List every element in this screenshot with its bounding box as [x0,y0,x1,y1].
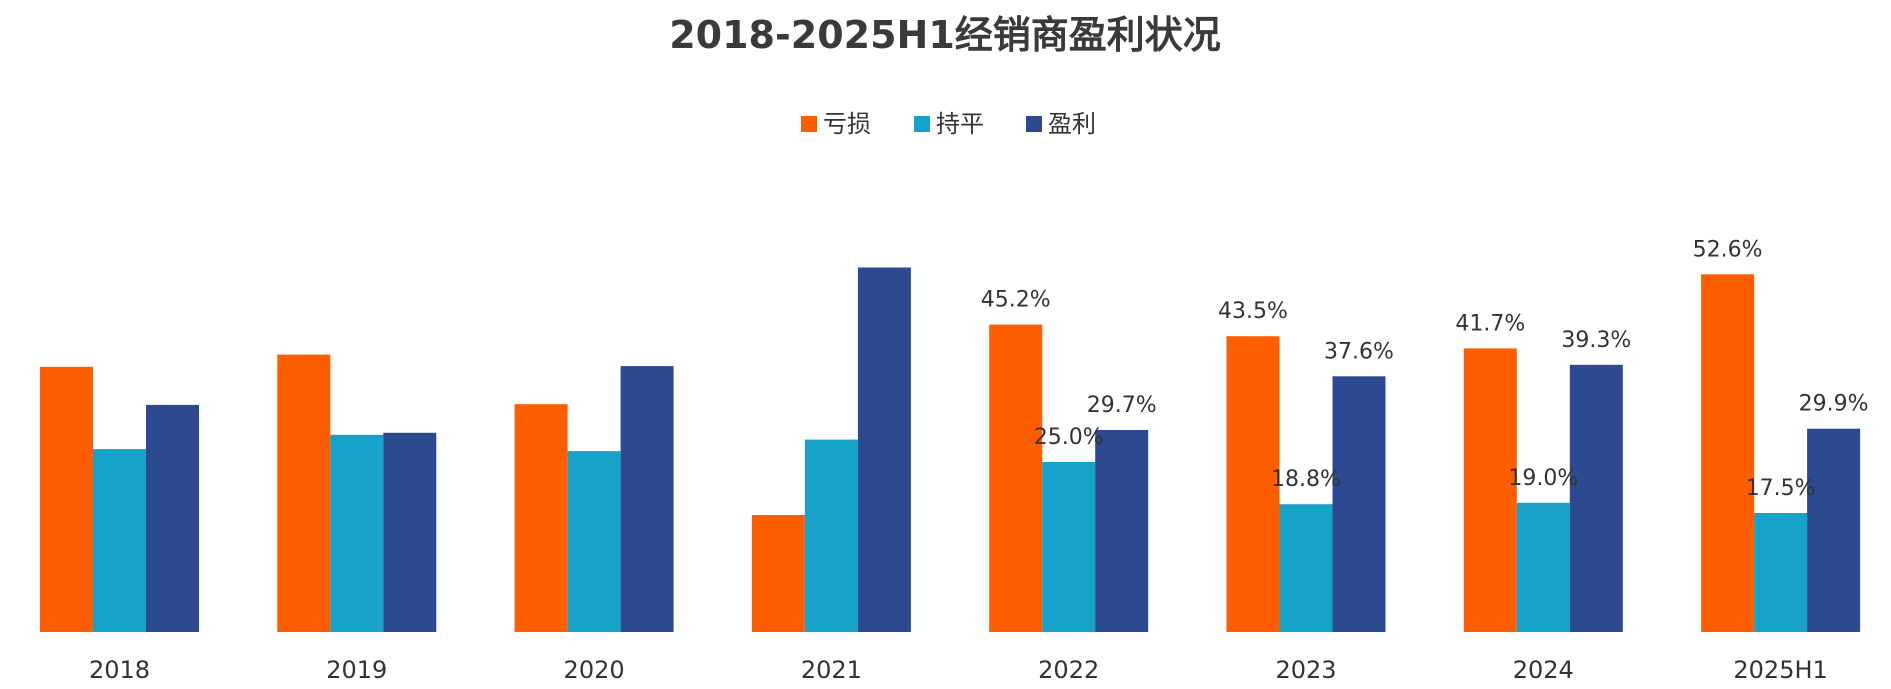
bar [514,404,568,632]
bar [40,366,93,632]
legend-swatch [801,116,817,132]
bar [383,432,437,632]
x-tick-label: 2018 [89,656,150,684]
bar [751,515,805,632]
bar [567,451,621,632]
bar [1569,364,1623,632]
data-label: 25.0% [1034,425,1104,450]
bar [1701,274,1755,632]
x-tick-label: 2025H1 [1733,656,1827,684]
legend-label: 持平 [936,110,984,138]
bar [1754,513,1808,632]
data-label: 39.3% [1561,328,1631,353]
bar [1279,504,1333,632]
bar [330,434,384,632]
bar [146,404,199,632]
data-label: 29.9% [1799,392,1869,417]
x-tick-label: 2023 [1275,656,1336,684]
data-label: 17.5% [1746,476,1816,501]
data-label: 37.6% [1324,339,1394,364]
data-label: 29.7% [1087,393,1157,418]
chart-title: 2018-2025H1经销商盈利状况 [669,13,1221,57]
bar [277,354,331,632]
bar [1095,430,1149,632]
data-label: 43.5% [1218,299,1288,324]
legend-swatch [1026,116,1042,132]
legend-label: 亏损 [823,110,871,138]
bar [1807,428,1861,632]
x-tick-label: 2021 [801,656,862,684]
data-label: 41.7% [1455,311,1525,336]
bar [989,324,1043,632]
legend-label: 盈利 [1048,110,1096,138]
legend-item: 亏损 [801,110,871,138]
x-tick-label: 2020 [564,656,625,684]
x-tick-label: 2022 [1038,656,1099,684]
bar [1332,376,1386,632]
bar [857,267,911,632]
data-label: 45.2% [981,288,1051,313]
bar-plot-area [40,267,1861,632]
legend-swatch [914,116,930,132]
bar [93,449,146,632]
data-label: 18.8% [1271,467,1341,492]
chart-legend: 亏损 持平 盈利 [801,110,1096,138]
x-tick-label: 2019 [326,656,387,684]
bar [620,366,674,632]
bar [1042,462,1096,632]
data-labels: 45.2% 25.0% 29.7% 43.5% 18.8% 37.6% 41.7% 19.0%… [981,237,1869,501]
x-axis-tick-labels: 2018 2019 2020 2021 2022 2023 2024 2025H1 [89,656,1828,684]
legend-item: 盈利 [1026,110,1096,138]
legend-item: 持平 [914,110,984,138]
bar [1226,336,1280,632]
x-tick-label: 2024 [1513,656,1574,684]
data-label: 52.6% [1693,237,1763,262]
bar [804,439,858,632]
bar [1463,348,1517,632]
bar [1516,502,1570,632]
data-label: 19.0% [1508,466,1578,491]
